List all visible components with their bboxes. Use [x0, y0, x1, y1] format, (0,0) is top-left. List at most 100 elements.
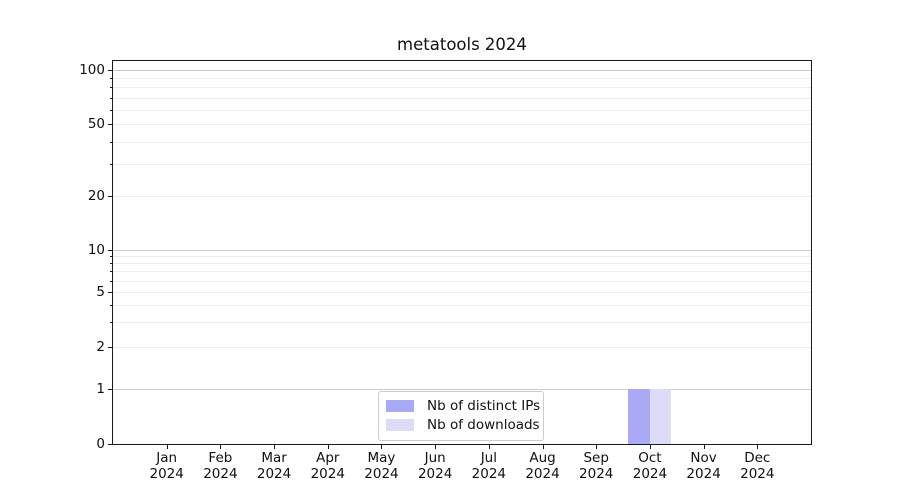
- y-gridline-minor: [113, 346, 811, 348]
- y-tick: [108, 70, 112, 71]
- x-tick: [274, 445, 276, 449]
- y-tick-label: 100: [79, 62, 105, 78]
- x-tick: [166, 445, 168, 449]
- x-tick: [542, 445, 544, 449]
- x-tick-label: Dec 2024: [717, 450, 797, 482]
- x-tick-year: 2024: [632, 465, 668, 482]
- y-gridline-minor: [113, 78, 811, 80]
- x-tick-label: Nov 2024: [664, 450, 744, 482]
- y-gridline-minor: [113, 164, 811, 166]
- legend: Nb of distinct IPs Nb of downloads: [378, 391, 544, 441]
- x-tick-year: 2024: [740, 465, 775, 482]
- x-tick-label: May 2024: [341, 450, 421, 482]
- x-tick-year: 2024: [525, 465, 560, 482]
- y-gridline-minor: [113, 97, 811, 99]
- x-tick-year: 2024: [579, 465, 614, 482]
- x-tick-year: 2024: [256, 465, 292, 482]
- bar-distinct-ips: [628, 388, 650, 444]
- y-minor-tick: [110, 305, 112, 307]
- y-gridline-minor: [113, 109, 811, 111]
- y-gridline-minor: [113, 195, 811, 197]
- y-tick-label: 10: [87, 242, 105, 258]
- x-tick-month: Aug: [529, 450, 556, 466]
- y-tick-label: 50: [87, 116, 105, 133]
- x-tick: [757, 445, 759, 449]
- x-tick-year: 2024: [471, 465, 507, 482]
- y-gridline-minor: [113, 256, 811, 258]
- x-tick: [381, 445, 383, 449]
- y-minor-tick: [110, 78, 112, 80]
- y-minor-tick: [110, 271, 112, 273]
- chart-title: metatools 2024: [397, 35, 527, 54]
- y-gridline-major: [113, 250, 811, 251]
- y-gridline-minor: [113, 263, 811, 265]
- y-minor-tick: [110, 256, 112, 258]
- plot-area: Nb of distinct IPs Nb of downloads: [112, 60, 812, 445]
- x-tick: [649, 445, 651, 449]
- x-tick-year: 2024: [149, 465, 184, 482]
- x-tick-year: 2024: [310, 465, 345, 482]
- y-gridline-minor: [113, 291, 811, 293]
- x-tick: [488, 445, 490, 449]
- y-tick-label: 20: [87, 187, 105, 204]
- x-tick-month: Jul: [480, 450, 497, 466]
- x-tick: [327, 445, 329, 449]
- y-tick-label: 5: [96, 283, 105, 300]
- y-minor-tick: [110, 87, 112, 89]
- x-tick-month: Oct: [638, 450, 662, 466]
- x-tick-year: 2024: [364, 465, 399, 482]
- x-tick-month: Jun: [424, 450, 446, 466]
- y-minor-tick: [110, 164, 112, 166]
- y-gridline-minor: [113, 280, 811, 282]
- x-tick-year: 2024: [417, 465, 453, 482]
- x-tick: [596, 445, 598, 449]
- x-tick-month: May: [367, 450, 396, 466]
- legend-item: Nb of distinct IPs: [386, 397, 540, 416]
- x-tick-label: Jan 2024: [127, 450, 207, 482]
- legend-swatch: [386, 418, 414, 431]
- x-tick-month: Feb: [208, 450, 233, 466]
- bar-downloads: [649, 388, 672, 444]
- x-tick-label: Jun 2024: [395, 450, 475, 482]
- y-tick: [108, 195, 112, 197]
- y-tick-label: 2: [96, 338, 105, 355]
- x-tick-label: Sep 2024: [556, 450, 636, 482]
- x-tick-label: Mar 2024: [234, 450, 314, 482]
- x-tick-month: Jan: [156, 450, 178, 466]
- legend-label: Nb of downloads: [427, 416, 540, 433]
- y-gridline-minor: [113, 124, 811, 126]
- y-tick: [108, 124, 112, 126]
- x-tick-month: Dec: [744, 450, 771, 466]
- x-tick-label: Jul 2024: [449, 450, 529, 482]
- y-gridline-major: [113, 70, 811, 71]
- y-minor-tick: [110, 263, 112, 265]
- x-tick-month: Mar: [261, 450, 287, 466]
- y-tick: [108, 250, 112, 251]
- y-gridline-minor: [113, 141, 811, 143]
- x-tick-year: 2024: [203, 465, 238, 482]
- y-minor-tick: [110, 109, 112, 111]
- y-gridline-minor: [113, 87, 811, 89]
- x-tick-label: Apr 2024: [288, 450, 368, 482]
- y-tick: [108, 291, 112, 293]
- x-tick-year: 2024: [686, 465, 721, 482]
- x-tick-label: Feb 2024: [180, 450, 260, 482]
- x-tick: [435, 445, 437, 449]
- x-tick-month: Apr: [316, 450, 340, 466]
- x-tick-label: Oct 2024: [610, 450, 690, 482]
- legend-item: Nb of downloads: [386, 416, 540, 435]
- y-minor-tick: [110, 141, 112, 143]
- y-gridline-minor: [113, 271, 811, 273]
- legend-label: Nb of distinct IPs: [427, 398, 541, 415]
- y-tick-label: 1: [96, 380, 105, 397]
- x-tick-month: Nov: [690, 450, 717, 466]
- x-tick: [220, 445, 222, 449]
- y-minor-tick: [110, 97, 112, 99]
- y-tick: [108, 444, 112, 445]
- y-gridline-major: [113, 388, 811, 390]
- y-tick: [108, 388, 112, 390]
- y-tick-label: 0: [96, 436, 105, 452]
- legend-swatch: [386, 400, 414, 413]
- y-minor-tick: [110, 322, 112, 324]
